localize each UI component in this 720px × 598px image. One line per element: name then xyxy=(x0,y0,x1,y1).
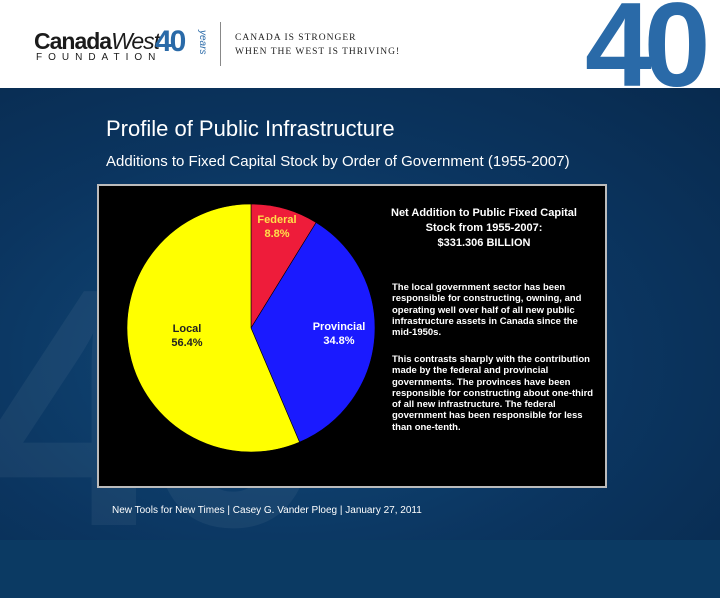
pie-chart-panel: Federal 8.8% Provincial 34.8% Local 56.4… xyxy=(97,184,607,488)
federal-label-value: 8.8% xyxy=(264,228,290,240)
net-title-line-1: Net Addition to Public Fixed Capital xyxy=(391,207,577,219)
canada-west-logo: CanadaWest xyxy=(34,28,160,55)
tagline-line-2: WHEN THE WEST IS THRIVING! xyxy=(235,47,401,57)
logo-canada-text: Canada xyxy=(34,28,112,54)
pie-chart xyxy=(126,203,376,453)
provincial-label: Provincial 34.8% xyxy=(304,320,374,348)
net-addition-title: Net Addition to Public Fixed Capital Sto… xyxy=(384,206,584,251)
logo-years-text: years xyxy=(197,30,208,55)
tagline: CANADA IS STRONGER WHEN THE WEST IS THRI… xyxy=(235,31,400,59)
header-divider xyxy=(220,22,221,66)
local-label-name: Local xyxy=(172,323,202,335)
federal-label-name: Federal xyxy=(257,214,297,226)
logo-40-mark: 40 xyxy=(155,25,186,58)
tagline-line-1: CANADA IS STRONGER xyxy=(235,33,357,43)
local-label: Local 56.4% xyxy=(157,322,217,350)
net-title-line-2: Stock from 1955-2007: xyxy=(425,222,543,234)
logo-foundation-text: FOUNDATION xyxy=(36,52,162,63)
local-label-value: 56.4% xyxy=(171,337,203,349)
provincial-label-name: Provincial xyxy=(312,321,366,333)
pie-slice-local xyxy=(126,203,300,453)
logo-west-text: West xyxy=(111,28,160,54)
federal-label: Federal 8.8% xyxy=(247,213,307,241)
annotation-paragraph-1: The local government sector has been res… xyxy=(392,282,582,339)
net-title-line-3: $331.306 BILLION xyxy=(437,237,531,249)
header-bar: CanadaWest FOUNDATION 40 years CANADA IS… xyxy=(0,0,720,88)
pie-slice-provincial xyxy=(250,222,376,443)
provincial-label-value: 34.8% xyxy=(323,335,355,347)
slide-subtitle: Additions to Fixed Capital Stock by Orde… xyxy=(106,153,570,170)
slide-title: Profile of Public Infrastructure xyxy=(106,116,395,141)
footer-text: New Tools for New Times | Casey G. Vande… xyxy=(112,505,422,516)
annotation-paragraph-2: This contrasts sharply with the contribu… xyxy=(392,354,594,433)
big-40-logo: 40 xyxy=(585,0,711,88)
